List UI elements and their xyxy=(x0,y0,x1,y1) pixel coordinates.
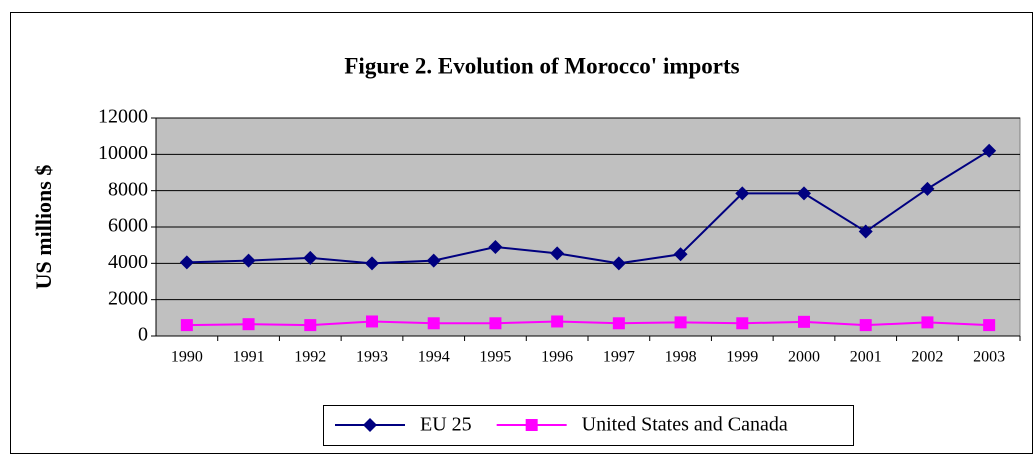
data-point xyxy=(982,143,997,158)
data-point xyxy=(674,316,687,329)
data-point xyxy=(489,317,502,330)
x-tick-label: 1991 xyxy=(233,349,265,366)
x-tick-label: 1993 xyxy=(356,349,388,366)
data-point xyxy=(241,253,256,268)
x-tick-label: 1999 xyxy=(726,349,758,366)
y-tick-label: 4000 xyxy=(108,251,148,273)
data-point xyxy=(365,256,379,271)
legend-marker xyxy=(363,418,377,432)
y-axis-label: US millions $ xyxy=(31,165,56,290)
data-point xyxy=(859,319,872,332)
data-point xyxy=(366,315,378,328)
data-point xyxy=(303,250,318,265)
legend-marker xyxy=(525,419,538,431)
x-tick-label: 2000 xyxy=(788,349,820,366)
data-point xyxy=(550,246,565,261)
y-tick-label: 10000 xyxy=(98,142,148,164)
series-line xyxy=(186,320,990,327)
x-tick-label: 2001 xyxy=(850,349,882,366)
data-point xyxy=(488,239,503,254)
data-point xyxy=(858,224,873,239)
data-point xyxy=(798,315,810,328)
data-point xyxy=(242,318,255,331)
chart-title: Figure 2. Evolution of Morocco' imports xyxy=(344,53,739,78)
data-point xyxy=(427,317,440,330)
x-tick-label: 1996 xyxy=(541,349,573,366)
data-point xyxy=(983,319,996,332)
x-tick-label: 1994 xyxy=(418,349,450,366)
data-point xyxy=(304,319,317,332)
x-tick-label: 2002 xyxy=(911,349,943,366)
data-point xyxy=(180,319,193,332)
x-tick-label: 1992 xyxy=(294,349,326,366)
data-point xyxy=(612,317,625,330)
data-point xyxy=(673,247,688,262)
y-tick-label: 12000 xyxy=(98,106,148,128)
x-tick-label: 1998 xyxy=(665,349,697,366)
data-point xyxy=(736,317,749,330)
data-point xyxy=(920,181,935,196)
data-point xyxy=(735,186,750,201)
y-tick-label: 6000 xyxy=(108,215,148,237)
y-tick-label: 0 xyxy=(138,324,148,346)
legend-box xyxy=(323,405,854,446)
x-tick-label: 1990 xyxy=(171,349,203,366)
x-tick-label: 1995 xyxy=(479,349,511,366)
data-point xyxy=(551,315,564,328)
series-line xyxy=(186,149,990,265)
legend-label: United States and Canada xyxy=(582,414,788,436)
legend-label: EU 25 xyxy=(420,414,472,436)
data-point xyxy=(426,253,441,268)
x-tick-label: 2003 xyxy=(973,349,1005,366)
data-point xyxy=(611,256,626,271)
data-point xyxy=(179,255,194,270)
x-tick-label: 1997 xyxy=(603,349,635,366)
data-point xyxy=(921,316,934,329)
y-tick-label: 2000 xyxy=(108,287,148,309)
data-point xyxy=(797,186,811,201)
y-tick-label: 8000 xyxy=(108,178,148,200)
